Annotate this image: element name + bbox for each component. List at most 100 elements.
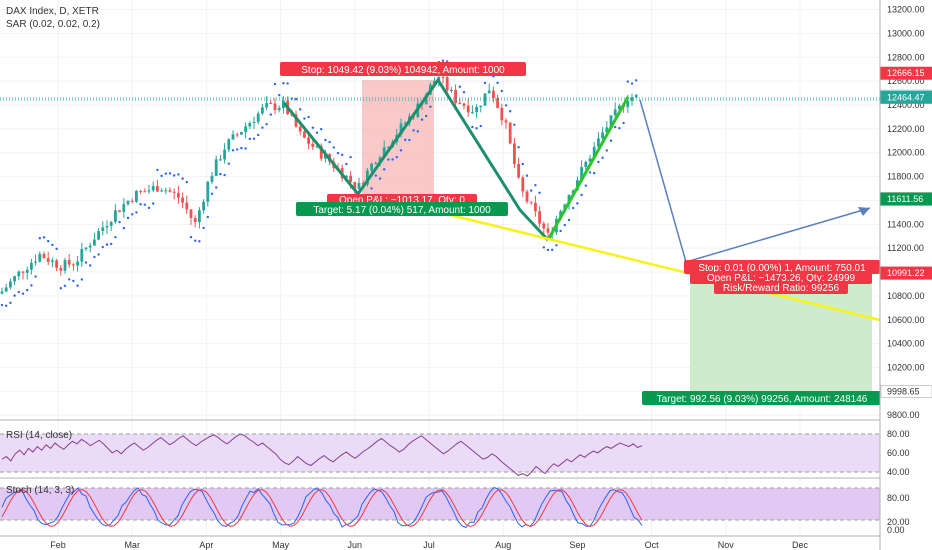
sar-dot xyxy=(618,126,621,130)
sar-dot xyxy=(173,174,176,177)
candle-body xyxy=(63,259,67,271)
sar-dot xyxy=(156,168,159,172)
candle-body xyxy=(231,134,235,140)
price-badge-label: 12464.47 xyxy=(887,92,925,102)
price-tick-label: 11800.00 xyxy=(887,172,924,182)
sar-dot xyxy=(181,177,184,180)
indicator-title[interactable]: SAR (0.02, 0.02, 0.2) xyxy=(6,19,100,30)
candle-body xyxy=(462,103,466,106)
candle-body xyxy=(324,154,327,159)
candle-body xyxy=(353,181,357,189)
candle-body xyxy=(227,139,231,150)
candle-body xyxy=(248,122,252,127)
time-tick-label: Mar xyxy=(124,540,140,550)
candle-body xyxy=(445,77,449,91)
candle-body xyxy=(84,247,88,249)
sar-dot xyxy=(51,243,54,247)
time-tick-label: Jul xyxy=(423,540,435,550)
candle-body xyxy=(122,204,126,212)
time-axis[interactable]: Feb Mar Apr May Jun Jul Aug Sep Oct Nov Dec xyxy=(50,540,808,550)
candle-body xyxy=(160,190,163,192)
stoch-tick-label: 20.00 xyxy=(887,517,910,527)
candle-body xyxy=(97,231,100,240)
candle-body xyxy=(601,132,604,139)
sar-dot xyxy=(626,80,629,83)
sar-dot xyxy=(475,127,478,130)
zigzag-pattern-1[interactable] xyxy=(282,77,550,242)
candle-body xyxy=(403,123,407,125)
sar-dot xyxy=(332,146,335,149)
candle-body xyxy=(458,102,462,104)
sar-dot xyxy=(68,278,71,281)
sar-dot xyxy=(349,155,352,159)
sar-dot xyxy=(38,237,41,240)
right-target-label: Target: 992.56 (9.03%) 99256, Amount: 24… xyxy=(657,394,868,405)
candle-body xyxy=(101,227,105,232)
price-badge-label: 9998.65 xyxy=(887,387,920,397)
sar-dot xyxy=(42,236,46,239)
candle-body xyxy=(235,134,239,136)
price-tick-label: 10800.00 xyxy=(887,291,925,301)
sar-dot xyxy=(601,156,604,160)
time-tick-label: Apr xyxy=(199,540,213,550)
sar-dot xyxy=(483,81,487,85)
zigzag-pattern-2[interactable] xyxy=(546,96,630,241)
sar-dot xyxy=(303,117,306,120)
candle-body xyxy=(198,210,201,223)
candle-body xyxy=(584,161,588,168)
price-tick-label: 11200.00 xyxy=(887,243,924,253)
candle-body xyxy=(25,269,29,273)
right-position-labels[interactable]: Stop: 0.01 (0.00%) 1, Amount: 750.01 Ope… xyxy=(642,260,882,405)
candle-body xyxy=(580,167,583,181)
sar-dot xyxy=(530,189,533,192)
price-tick-label: 10200.00 xyxy=(887,363,925,373)
candle-body xyxy=(206,181,210,202)
sar-dot xyxy=(458,85,461,88)
sar-dot xyxy=(546,248,550,252)
candle-body xyxy=(542,223,546,229)
sar-dot xyxy=(555,244,558,247)
sar-dot xyxy=(391,158,394,161)
candle-body xyxy=(38,253,42,262)
rsi-tick-label: 60.00 xyxy=(887,448,910,458)
sar-dot xyxy=(131,213,134,216)
candle-body xyxy=(130,200,134,202)
candle-body xyxy=(630,97,634,102)
time-tick-label: May xyxy=(272,540,290,550)
stoch-label[interactable]: Stoch (14, 3, 3) xyxy=(6,485,74,496)
candle-body xyxy=(492,90,495,99)
sar-dot xyxy=(215,186,218,189)
sar-dot xyxy=(122,226,126,230)
sar-dot xyxy=(89,264,92,267)
candle-body xyxy=(147,190,151,192)
candle-body xyxy=(181,197,184,203)
top-stop-label: Stop: 1049.42 (9.03%) 104942, Amount: 10… xyxy=(301,65,505,76)
sar-dot xyxy=(139,203,142,206)
sar-dot xyxy=(97,253,100,256)
candle-body xyxy=(521,177,525,192)
candle-body xyxy=(370,163,373,171)
price-tick-label: 10400.00 xyxy=(887,339,925,349)
candle-body xyxy=(399,123,403,135)
sar-dot xyxy=(143,203,146,206)
candle-body xyxy=(210,175,214,182)
rsi-label[interactable]: RSI (14, close) xyxy=(6,430,72,441)
price-axis-badges: 12666.1512474.8812464.4711616.7311611.56… xyxy=(880,66,932,399)
candle-body xyxy=(135,190,138,202)
candle-body xyxy=(265,103,268,108)
stoch-band xyxy=(0,488,880,520)
trend-line-yellow[interactable] xyxy=(429,208,881,322)
sar-dot xyxy=(374,174,377,177)
sar-dot xyxy=(416,130,419,133)
candle-body xyxy=(30,262,33,270)
sar-dot xyxy=(273,82,277,86)
top-position-labels[interactable]: Stop: 1049.42 (9.03%) 104942, Amount: 10… xyxy=(280,62,526,216)
sar-dot xyxy=(563,223,566,227)
sar-dot xyxy=(584,184,587,187)
candle-body xyxy=(311,143,315,147)
candle-body xyxy=(500,107,504,121)
symbol-title[interactable]: DAX Index, D, XETR xyxy=(6,6,99,17)
candle-body xyxy=(298,126,302,132)
candle-body xyxy=(151,186,155,191)
